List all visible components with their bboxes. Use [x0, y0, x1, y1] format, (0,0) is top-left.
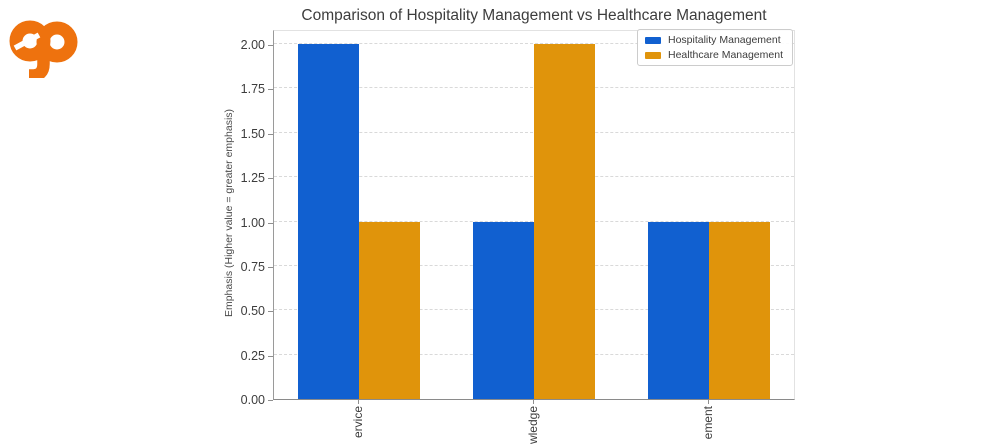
y-tick-label: 1.00	[240, 215, 265, 230]
bar-healthcare-management-0	[359, 221, 420, 399]
bar-hospitality-management-2	[648, 221, 709, 399]
y-tick-label: 1.25	[240, 171, 265, 186]
x-tick-label: ervice	[351, 406, 365, 439]
y-tick-mark	[268, 266, 273, 268]
legend-label: Healthcare Management	[668, 49, 783, 62]
bar-healthcare-management-2	[709, 221, 770, 399]
legend-item-healthcare-management: Healthcare Management	[645, 49, 783, 61]
y-tick-mark	[268, 89, 273, 91]
legend-label: Hospitality Management	[668, 34, 781, 46]
legend-item-hospitality-management: Hospitality Management	[645, 34, 783, 46]
y-tick-mark	[268, 355, 273, 357]
x-tick-mark	[533, 400, 534, 404]
plot-area	[273, 30, 795, 400]
y-tick-mark	[268, 311, 273, 313]
x-tick-label: wledge	[526, 406, 540, 444]
y-tick-label: 1.50	[240, 126, 265, 141]
x-tick-mark	[358, 400, 359, 404]
x-tick-mark	[708, 400, 709, 404]
legend: Hospitality Management Healthcare Managem…	[637, 29, 793, 67]
bar-hospitality-management-0	[298, 44, 359, 399]
y-tick-label: 0.75	[240, 259, 265, 274]
legend-swatch-icon	[645, 51, 661, 59]
y-tick-label: 0.50	[240, 304, 265, 319]
ep-logo	[8, 14, 80, 82]
legend-swatch-icon	[645, 36, 661, 44]
bar-hospitality-management-1	[473, 221, 534, 399]
y-tick-mark	[268, 178, 273, 180]
y-tick-label: 2.00	[240, 38, 265, 52]
y-tick-mark	[268, 400, 273, 401]
y-tick-label: 1.75	[240, 82, 265, 97]
y-tick-mark	[268, 222, 273, 224]
y-tick-mark	[268, 45, 273, 46]
chart-title: Comparison of Hospitality Management vs …	[301, 7, 767, 24]
bar-healthcare-management-1	[534, 44, 595, 399]
y-tick-label: 0.25	[240, 348, 265, 363]
x-tick-label: ement	[701, 406, 715, 440]
y-tick-label: 0.00	[240, 393, 265, 407]
ep-logo-icon	[9, 20, 78, 82]
y-tick-mark	[268, 133, 273, 135]
gridline	[274, 43, 794, 44]
